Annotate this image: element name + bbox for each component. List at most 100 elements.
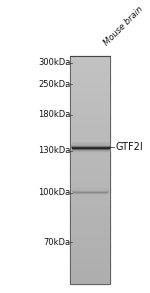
Text: 300kDa: 300kDa xyxy=(38,58,70,67)
Bar xyxy=(70,172,110,176)
Bar xyxy=(70,249,110,252)
Bar xyxy=(73,189,107,190)
Bar xyxy=(73,190,107,191)
Text: 250kDa: 250kDa xyxy=(38,79,70,88)
Bar xyxy=(70,115,110,119)
Bar xyxy=(70,243,110,247)
Bar xyxy=(70,158,110,161)
Bar xyxy=(72,144,109,145)
Bar xyxy=(70,87,110,90)
Bar xyxy=(70,175,110,178)
Bar xyxy=(70,104,110,107)
Bar xyxy=(72,150,109,151)
Bar xyxy=(70,192,110,195)
Bar xyxy=(70,207,110,209)
Bar xyxy=(72,147,109,148)
Bar xyxy=(70,96,110,99)
Bar xyxy=(70,198,110,201)
Bar xyxy=(70,280,110,284)
Bar xyxy=(70,201,110,204)
Bar xyxy=(70,67,110,70)
Bar xyxy=(70,144,110,147)
Bar xyxy=(70,130,110,133)
Bar xyxy=(73,191,107,192)
Bar xyxy=(70,147,110,150)
Bar xyxy=(70,73,110,76)
Bar xyxy=(70,138,110,141)
Bar xyxy=(70,132,110,136)
Bar xyxy=(70,121,110,124)
Bar xyxy=(73,192,107,193)
Text: 180kDa: 180kDa xyxy=(38,110,70,119)
Bar xyxy=(70,221,110,224)
Text: GTF2I: GTF2I xyxy=(115,142,143,152)
Bar xyxy=(70,127,110,130)
Bar xyxy=(70,59,110,62)
Bar xyxy=(70,226,110,229)
Bar xyxy=(72,149,109,150)
Bar xyxy=(70,218,110,221)
Bar xyxy=(70,141,110,144)
Bar xyxy=(70,260,110,264)
Bar xyxy=(70,209,110,212)
Bar xyxy=(73,189,107,190)
Text: 130kDa: 130kDa xyxy=(38,146,70,156)
Bar xyxy=(72,144,109,145)
Text: Mouse brain: Mouse brain xyxy=(102,5,145,48)
Bar xyxy=(70,76,110,79)
Bar xyxy=(72,146,109,147)
Bar xyxy=(70,178,110,181)
Bar xyxy=(70,272,110,275)
Bar xyxy=(70,149,110,153)
Bar xyxy=(70,241,110,244)
Bar xyxy=(70,110,110,113)
Bar xyxy=(70,81,110,84)
Bar xyxy=(73,191,107,192)
Bar xyxy=(70,189,110,193)
Bar xyxy=(72,146,109,147)
Bar xyxy=(70,56,110,284)
Text: 70kDa: 70kDa xyxy=(43,238,70,247)
Bar xyxy=(70,161,110,164)
Bar xyxy=(70,101,110,104)
Bar xyxy=(70,90,110,93)
Bar xyxy=(70,184,110,187)
Bar xyxy=(70,84,110,87)
Bar xyxy=(70,164,110,167)
Bar xyxy=(72,143,109,144)
Bar xyxy=(70,155,110,158)
Bar xyxy=(70,224,110,227)
Bar xyxy=(70,113,110,116)
Bar xyxy=(72,149,109,150)
Bar xyxy=(70,246,110,249)
Bar xyxy=(72,148,109,149)
Bar xyxy=(70,124,110,127)
Bar xyxy=(70,235,110,238)
Bar xyxy=(73,189,107,190)
Bar xyxy=(70,56,110,59)
Bar xyxy=(72,148,109,149)
Bar xyxy=(70,238,110,241)
Bar xyxy=(70,118,110,121)
Bar xyxy=(70,167,110,170)
Bar xyxy=(70,266,110,269)
Bar xyxy=(72,143,109,144)
Bar xyxy=(70,204,110,207)
Bar xyxy=(70,275,110,278)
Bar xyxy=(73,192,107,193)
Bar xyxy=(70,93,110,96)
Bar xyxy=(70,187,110,190)
Bar xyxy=(70,263,110,267)
Bar xyxy=(70,98,110,101)
Bar xyxy=(70,61,110,64)
Bar xyxy=(70,215,110,218)
Bar xyxy=(70,252,110,255)
Bar xyxy=(72,150,109,151)
Bar xyxy=(70,229,110,232)
Bar xyxy=(70,70,110,73)
Bar xyxy=(70,169,110,173)
Bar xyxy=(70,258,110,261)
Bar xyxy=(70,152,110,156)
Bar xyxy=(70,64,110,67)
Bar xyxy=(72,147,109,148)
